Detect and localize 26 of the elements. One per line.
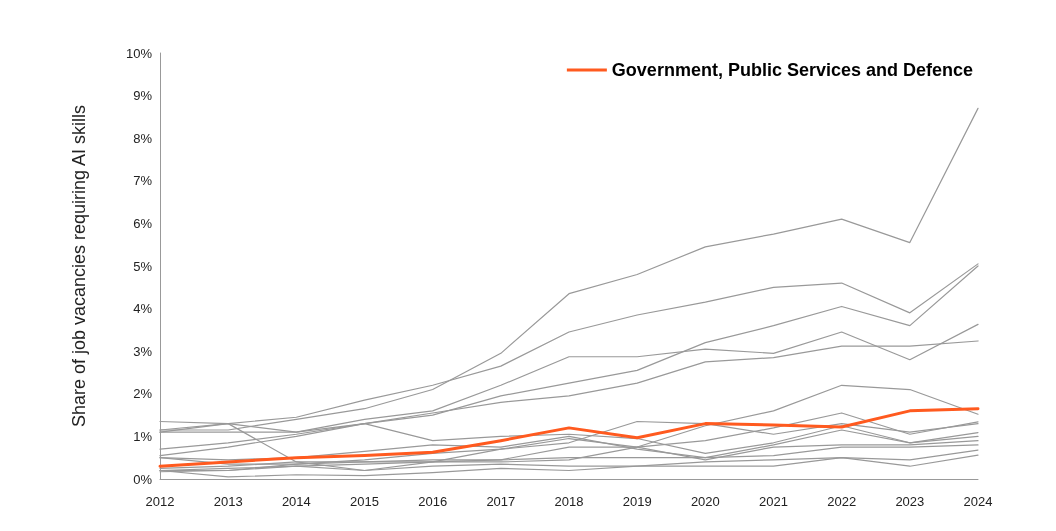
x-tick-label: 2016 xyxy=(418,494,448,509)
x-tick-label: 2024 xyxy=(963,494,993,509)
y-tick-label: 9% xyxy=(133,88,153,104)
x-tick-label: 2015 xyxy=(350,494,379,509)
y-tick-label: 10% xyxy=(125,45,153,61)
y-tick-label: 2% xyxy=(133,386,153,402)
x-tick-label: 2018 xyxy=(554,494,584,509)
x-tick-label: 2017 xyxy=(486,494,516,509)
y-tick-label: 5% xyxy=(133,258,153,274)
y-tick-label: 1% xyxy=(133,428,153,444)
y-tick-label: 0% xyxy=(133,471,153,487)
y-tick-label: 6% xyxy=(133,215,153,231)
x-tick-label: 2023 xyxy=(895,494,925,509)
x-tick-label: 2019 xyxy=(622,494,652,509)
x-tick-label: 2012 xyxy=(145,494,175,509)
x-tick-label: 2021 xyxy=(759,494,788,509)
y-axis-title: Share of job vacancies requiring AI skills xyxy=(69,104,89,428)
y-tick-label: 8% xyxy=(133,130,153,146)
x-tick-label: 2013 xyxy=(213,494,243,509)
x-tick-label: 2014 xyxy=(281,494,311,509)
x-tick-label: 2020 xyxy=(690,494,720,509)
x-tick-label: 2022 xyxy=(827,494,857,509)
y-tick-label: 4% xyxy=(133,301,153,317)
y-tick-label: 3% xyxy=(133,343,153,359)
y-tick-label: 7% xyxy=(133,173,153,189)
legend-label: Government, Public Services and Defence xyxy=(611,60,974,80)
